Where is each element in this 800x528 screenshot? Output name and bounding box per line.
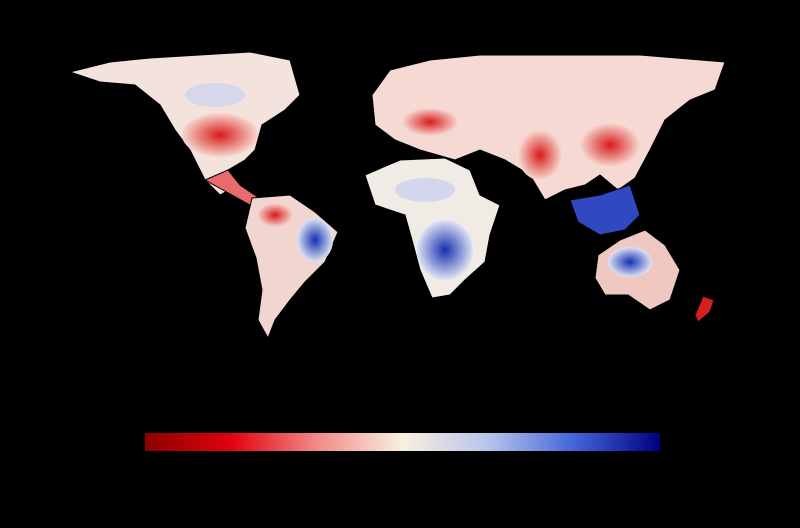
region: [417, 220, 473, 280]
region: [518, 130, 562, 180]
new-zealand: [694, 295, 715, 323]
colorbar: [145, 433, 660, 451]
region: [580, 123, 640, 167]
region: [182, 113, 258, 157]
land-masses: [68, 51, 726, 340]
region: [395, 178, 455, 202]
maritime-asia: [569, 184, 641, 236]
north-america: [68, 51, 301, 196]
region: [402, 108, 458, 136]
region: [257, 203, 293, 227]
region: [185, 83, 245, 107]
region: [608, 247, 652, 277]
region: [297, 218, 333, 262]
